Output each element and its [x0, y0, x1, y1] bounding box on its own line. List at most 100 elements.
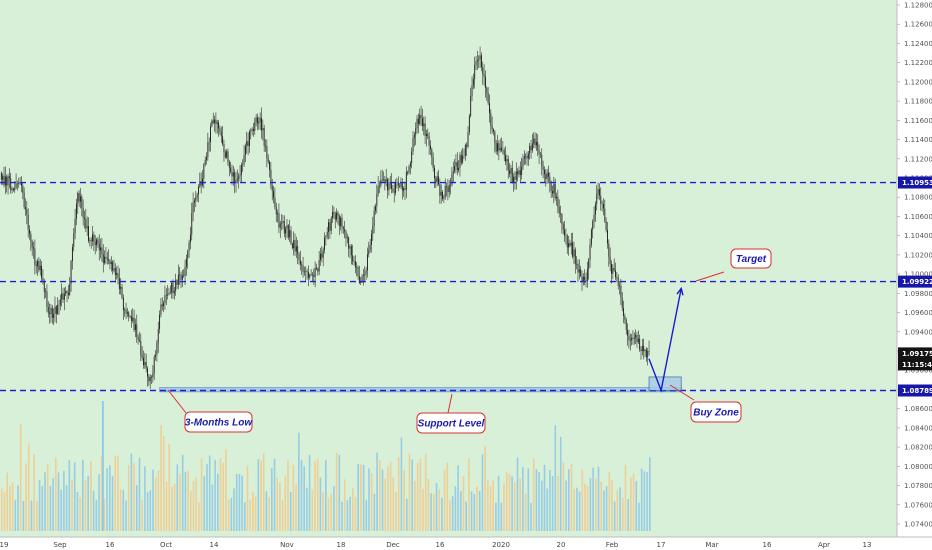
candle-body: [498, 143, 500, 151]
volume-bar: [11, 482, 14, 531]
candle-body: [314, 267, 316, 278]
candle-body: [285, 228, 287, 234]
y-tick-label: 1.10800: [904, 194, 932, 202]
volume-bar: [365, 499, 368, 531]
candle-body: [531, 143, 533, 151]
price-badge-label: 1.10953: [902, 179, 932, 187]
candle-body: [593, 214, 595, 222]
volume-bar: [584, 483, 586, 531]
volume-bar: [505, 472, 508, 531]
candle-body: [560, 213, 561, 215]
volume-bar: [206, 464, 208, 531]
candle-body: [644, 349, 646, 352]
candle-body: [617, 277, 619, 286]
candle-body: [425, 133, 427, 136]
volume-bar: [217, 473, 219, 531]
candle-body: [523, 156, 525, 159]
candle-body: [235, 180, 237, 184]
candle-body: [38, 261, 40, 271]
candle-body: [104, 256, 106, 263]
candle-body: [412, 137, 414, 152]
candle-body: [238, 176, 240, 180]
candle-body: [527, 153, 529, 159]
volume-bar: [44, 472, 46, 531]
candle-body: [640, 349, 642, 352]
volume-bar: [362, 465, 365, 531]
volume-bar: [568, 469, 570, 531]
candle-body: [577, 263, 579, 273]
candle-body: [636, 334, 638, 343]
candle-body: [489, 102, 490, 114]
x-tick-label: 17: [657, 541, 666, 549]
volume-bar: [300, 459, 303, 531]
volume-bar: [468, 458, 470, 531]
candle-body: [321, 253, 323, 258]
candle-body: [275, 206, 277, 215]
candle-body: [155, 355, 157, 357]
volume-bar: [168, 444, 170, 531]
volume-bar: [586, 485, 589, 531]
candle-body: [538, 149, 540, 155]
volume-bar: [581, 469, 584, 531]
volume-bar: [573, 488, 575, 531]
candle-body: [486, 87, 488, 93]
volume-bar: [298, 432, 300, 531]
volume-bar: [254, 496, 257, 531]
x-tick-label: Nov: [280, 541, 294, 549]
candle-body: [509, 170, 511, 174]
volume-bar: [427, 478, 430, 531]
volume-bar: [462, 476, 465, 531]
volume-bar: [214, 459, 216, 531]
candle-body: [30, 233, 32, 242]
candle-body: [572, 242, 574, 257]
candle-body: [578, 269, 580, 273]
candle-body: [172, 282, 174, 294]
candle-body: [51, 307, 53, 318]
candle-body: [549, 176, 551, 184]
candle-body: [424, 123, 426, 136]
volume-bar: [122, 490, 125, 531]
candle-body: [570, 242, 572, 246]
candle-body: [647, 351, 649, 358]
candle-body: [90, 240, 92, 242]
candle-body: [596, 194, 598, 205]
candle-body: [196, 194, 198, 198]
candle-body: [388, 182, 390, 191]
candle-body: [219, 128, 221, 132]
candle-body: [550, 183, 552, 191]
candle-body: [198, 186, 199, 195]
candle-body: [257, 117, 258, 124]
y-tick-label: 1.12400: [904, 40, 932, 48]
candle-body: [482, 67, 484, 75]
candle-body: [451, 174, 453, 185]
candle-body: [597, 189, 599, 195]
y-tick-label: 1.07400: [904, 521, 932, 529]
candle-body: [195, 197, 197, 201]
candle-body: [628, 335, 630, 341]
volume-bar: [414, 480, 416, 531]
volume-bar: [73, 462, 76, 531]
volume-bar: [352, 488, 354, 531]
price-axis[interactable]: [897, 0, 932, 537]
volume-bar: [138, 457, 141, 531]
price-badge-support: [898, 384, 932, 397]
candle-body: [126, 312, 128, 314]
candle-body: [381, 179, 383, 181]
volume-bar: [244, 502, 246, 531]
callout-pointer-support-level: [447, 393, 453, 414]
candle-body: [440, 192, 442, 196]
candle-body: [403, 188, 405, 191]
candle-body: [25, 207, 26, 210]
volume-bar: [102, 401, 104, 531]
volume-bar: [484, 445, 486, 531]
candle-body: [554, 183, 556, 199]
candle-body: [534, 138, 536, 146]
candle-body: [322, 249, 324, 258]
x-tick-label: Dec: [386, 541, 400, 549]
candle-body: [215, 119, 217, 125]
volume-bar: [522, 466, 524, 531]
volume-bar: [457, 465, 459, 531]
volume-bar: [576, 487, 578, 531]
time-axis[interactable]: [0, 537, 932, 550]
